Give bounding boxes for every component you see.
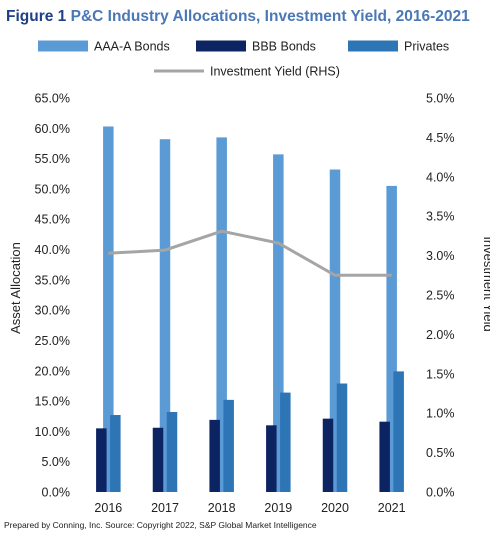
bar-bbb-bonds-2021 — [379, 421, 390, 492]
chart-title-text: P&C Industry Allocations, Investment Yie… — [70, 8, 470, 25]
bar-aaa-a-bonds-2019 — [273, 154, 284, 492]
bar-privates-2020 — [336, 383, 348, 492]
bar-aaa-a-bonds-2017 — [159, 139, 171, 493]
y-axis-ticks: 0.0% 5.0% 10.0% 15.0% 20.0% 25.0% 30.0% 35.0% 40… — [35, 92, 70, 500]
y2-tick-label: 2.0% — [426, 328, 455, 342]
y-tick-label: 40.0% — [35, 243, 70, 257]
y-tick-label: 35.0% — [35, 273, 70, 287]
y-tick-label: 20.0% — [35, 364, 70, 378]
y2-tick-label: 3.0% — [426, 249, 455, 263]
y-tick-label: 0.0% — [42, 486, 71, 500]
x-tick-label: 2020 — [321, 501, 349, 515]
y2-axis-title: Investment Yield — [481, 236, 490, 331]
x-tick-label: 2017 — [151, 501, 179, 515]
bar-privates-2019 — [280, 392, 291, 492]
figure-label: Figure 1 — [6, 8, 67, 25]
legend: AAA-A Bonds BBB Bonds Privates Investment Y… — [38, 40, 449, 79]
x-axis-ticks: 2016 2017 2018 2019 2020 2021 — [94, 501, 405, 515]
y2-tick-label: 4.0% — [426, 170, 455, 184]
bar-aaa-a-bonds-2021 — [386, 185, 397, 492]
bar-bbb-bonds-2020 — [322, 418, 334, 492]
legend-label-privates: Privates — [404, 40, 449, 54]
source-note: Prepared by Conning, Inc. Source: Copyri… — [4, 520, 317, 530]
bar-privates-2018 — [223, 399, 234, 492]
y2-tick-label: 4.5% — [426, 131, 455, 145]
x-tick-label: 2016 — [94, 501, 122, 515]
x-tick-label: 2021 — [378, 501, 406, 515]
y-tick-label: 30.0% — [35, 304, 70, 318]
bar-privates-2021 — [393, 371, 404, 492]
bar-bbb-bonds-2017 — [152, 427, 164, 492]
y-tick-label: 15.0% — [35, 395, 70, 409]
bar-aaa-a-bonds-2016 — [103, 126, 114, 492]
legend-swatch-privates — [348, 40, 398, 52]
y2-tick-label: 0.0% — [426, 486, 455, 500]
legend-label-investment-yield-rhs: Investment Yield (RHS) — [210, 65, 340, 79]
y-tick-label: 65.0% — [35, 92, 70, 106]
bar-aaa-a-bonds-2018 — [216, 137, 227, 492]
yield-line — [108, 229, 392, 277]
y2-tick-label: 1.5% — [426, 367, 455, 381]
x-tick-label: 2018 — [208, 501, 236, 515]
legend-label-aaa-a-bonds: AAA-A Bonds — [94, 40, 170, 54]
y-tick-label: 25.0% — [35, 334, 70, 348]
y-axis-title: Asset Allocation — [8, 242, 23, 334]
legend-swatch-bbb-bonds — [196, 40, 246, 52]
y2-tick-label: 5.0% — [426, 92, 455, 106]
bars — [96, 126, 404, 493]
y-tick-label: 50.0% — [35, 182, 70, 196]
bar-bbb-bonds-2016 — [96, 428, 107, 492]
y-tick-label: 55.0% — [35, 152, 70, 166]
yield-line-path — [108, 229, 392, 277]
legend-label-bbb-bonds: BBB Bonds — [252, 40, 316, 54]
y2-tick-label: 2.5% — [426, 289, 455, 303]
legend-swatch-aaa-a-bonds — [38, 40, 88, 52]
chart-title: Figure 1 P&C Industry Allocations, Inves… — [6, 8, 470, 26]
bar-bbb-bonds-2018 — [209, 419, 220, 492]
bar-bbb-bonds-2019 — [266, 425, 277, 492]
y2-axis-ticks: 0.0% 0.5% 1.0% 1.5% 2.0% 2.5% 3.0% 3.5% 4.0% 4.5%… — [426, 92, 455, 500]
y2-tick-label: 1.0% — [426, 407, 455, 421]
x-tick-label: 2019 — [264, 501, 292, 515]
y2-tick-label: 3.5% — [426, 210, 455, 224]
y-tick-label: 45.0% — [35, 213, 70, 227]
bar-aaa-a-bonds-2020 — [329, 169, 341, 492]
bar-privates-2016 — [110, 415, 121, 492]
y-tick-label: 5.0% — [42, 455, 71, 469]
bar-privates-2017 — [166, 411, 178, 492]
y-tick-label: 10.0% — [35, 425, 70, 439]
y-tick-label: 60.0% — [35, 122, 70, 136]
y2-tick-label: 0.5% — [426, 446, 455, 460]
